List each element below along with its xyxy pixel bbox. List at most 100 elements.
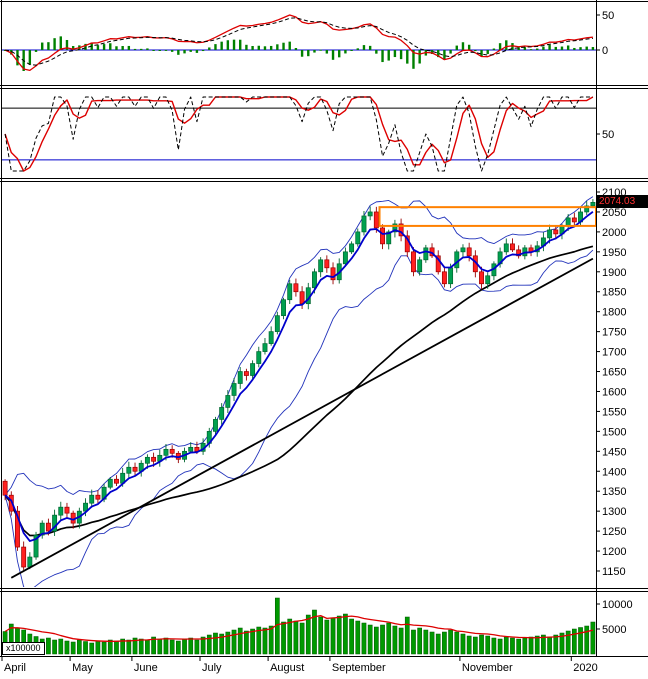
macd-histogram-bar [467, 44, 471, 50]
price-axis-label: 1150 [602, 566, 626, 578]
macd-histogram-bar [338, 50, 341, 58]
macd-histogram-bar [158, 50, 161, 51]
volume-bar [373, 626, 379, 655]
candle [380, 227, 385, 245]
candle [287, 283, 293, 301]
price-axis-label: 1450 [602, 446, 626, 458]
volume-bar [250, 628, 255, 655]
macd-histogram-bar [115, 46, 118, 50]
macd-histogram-bar [319, 49, 322, 51]
macd-histogram-bar [28, 50, 32, 65]
candle [510, 243, 515, 251]
volume-bar [182, 638, 187, 655]
macd-histogram-bar [523, 47, 527, 50]
volume-bar [114, 640, 119, 655]
candle [386, 231, 392, 245]
candle [367, 211, 373, 217]
macd-histogram-bar [511, 43, 514, 50]
macd-histogram-bar [140, 48, 143, 50]
macd-histogram-bar [362, 45, 366, 50]
candle [169, 448, 175, 454]
candle [565, 217, 571, 227]
volume-bar [163, 637, 169, 655]
volume-axis-label: 5000 [602, 624, 626, 636]
macd-histogram-bar [47, 42, 50, 50]
volume-bar [460, 633, 466, 655]
macd-histogram-bar [461, 42, 465, 50]
macd-histogram-bar [480, 50, 483, 57]
volume-bar [442, 631, 447, 655]
candle [225, 395, 231, 408]
macd-signal-line [4, 17, 593, 66]
volume-bar [107, 639, 113, 655]
volume-bar [466, 635, 472, 655]
candle [262, 343, 268, 352]
candle [423, 247, 429, 261]
macd-histogram-bar [65, 39, 69, 50]
macd-histogram-bar [536, 48, 539, 50]
volume-bar [132, 637, 138, 655]
candle [256, 351, 262, 364]
macd-histogram-bar [282, 42, 285, 50]
volume-bar [244, 630, 249, 655]
volume-bar [76, 639, 82, 655]
macd-histogram-bar [566, 45, 570, 50]
candle [95, 494, 101, 500]
candle [2, 480, 8, 496]
macd-histogram [3, 36, 595, 71]
candle [163, 448, 169, 456]
candle [571, 217, 577, 223]
macd-histogram-bar [554, 46, 557, 50]
month-label: June [134, 662, 158, 674]
volume-bar [89, 642, 95, 655]
month-label: July [202, 662, 222, 674]
volume-bar [343, 613, 348, 655]
candle [188, 446, 194, 452]
price-axis-label: 1800 [602, 307, 626, 319]
candle [516, 249, 522, 257]
volume-bars [2, 597, 596, 655]
candle [485, 275, 491, 285]
price-axis-label: 1650 [602, 367, 626, 379]
volume-bar [200, 636, 206, 655]
candle [132, 466, 138, 472]
volume-bar [547, 636, 552, 655]
macd-histogram-bar [164, 49, 168, 51]
macd-histogram-bar [276, 44, 279, 50]
macd-histogram-bar [195, 50, 199, 53]
volume-bar [268, 625, 274, 655]
macd-histogram-bar [183, 50, 186, 54]
candle [213, 419, 218, 432]
volume-bar [46, 637, 51, 655]
macd-histogram-bar [375, 50, 378, 54]
candle [398, 223, 404, 237]
macd-histogram-bar [226, 40, 230, 50]
price-axis-label: 1250 [602, 526, 626, 538]
volume-bar [188, 637, 194, 655]
volume-bar [101, 641, 107, 655]
volume-bar [225, 631, 231, 655]
price-axis-label: 1600 [602, 386, 626, 398]
volume-bar [293, 620, 299, 655]
macd-histogram-bar [486, 50, 489, 54]
stoch-axis-label: 50 [602, 129, 614, 141]
volume-bar [349, 618, 354, 655]
volume-bar [70, 641, 76, 655]
volume-bar [330, 617, 336, 655]
resistance-highlight-box [378, 206, 597, 227]
candle [503, 243, 509, 253]
candle [52, 514, 58, 532]
candle [373, 211, 379, 229]
candle [553, 229, 559, 235]
macd-histogram-bar [344, 50, 347, 54]
macd-histogram-bar [498, 43, 502, 50]
price-axis-label: 1400 [602, 466, 626, 478]
volume-bar [83, 641, 88, 655]
macd-histogram-bar [109, 43, 112, 50]
volume-bar [219, 633, 225, 655]
month-label: August [270, 662, 304, 674]
candle [293, 283, 299, 293]
price-axis-label: 1700 [602, 347, 626, 359]
volume-bar [429, 631, 435, 655]
